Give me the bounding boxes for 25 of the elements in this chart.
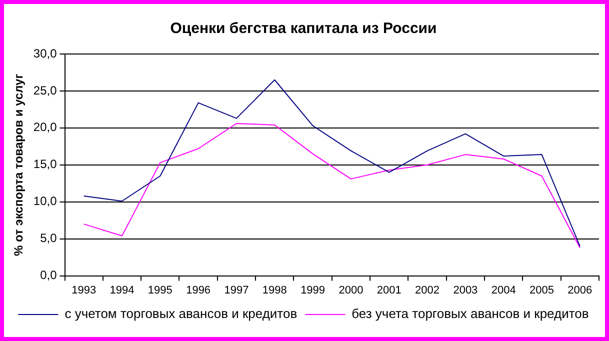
y-axis-title: % от экспорта товаров и услуг [12,74,26,256]
y-tick-label: 30,0 [33,46,58,60]
x-tick-label: 1999 [300,284,326,296]
y-tick-label: 25,0 [33,83,58,98]
y-tick-label: 15,0 [33,157,58,172]
y-tick-label: 0,0 [40,268,58,282]
x-tick-label: 1995 [148,284,172,296]
x-tick-label: 2006 [568,284,592,296]
x-tick-label: 1994 [110,284,134,296]
x-tick-label: 2000 [338,284,364,296]
x-tick-label: 1996 [186,284,211,296]
x-tick-label: 1993 [72,284,96,296]
x-tick-label: 2001 [376,284,402,296]
chart-title: Оценки бегства капитала из России [170,20,437,38]
x-tick-label: 2002 [415,284,440,296]
y-tick-label: 10,0 [33,194,58,208]
x-tick-label: 1998 [262,284,287,296]
legend-label: с учетом торговых авансов и кредитов [64,306,298,322]
y-tick-label: 20,0 [33,120,58,134]
x-tick-label: 2004 [491,284,516,296]
legend-label: без учета торговых авансов и кредитов [352,306,589,322]
y-tick-label: 5,0 [40,231,58,246]
x-tick-label: 1997 [224,284,249,296]
x-tick-label: 2003 [453,284,478,296]
x-tick-label: 2005 [530,284,554,296]
